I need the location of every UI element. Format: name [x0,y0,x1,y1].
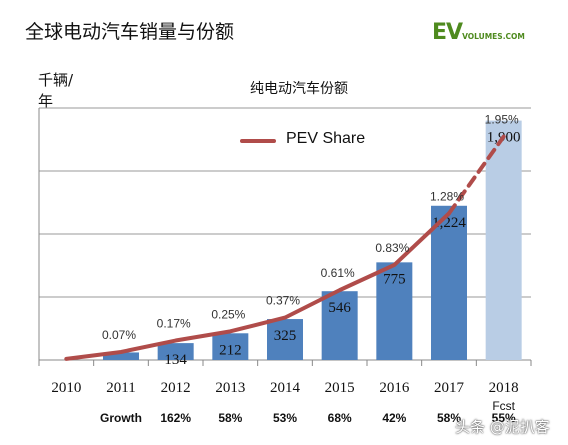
growth-value: 58% [437,411,461,425]
growth-value: 42% [382,411,406,425]
bar-value-label: 325 [274,328,297,344]
growth-value: 68% [328,411,352,425]
legend-label: PEV Share [286,130,366,147]
ev-volumes-logo: EVVOLUMES.COM [432,20,525,45]
bar-2012 [157,343,194,360]
bar-value-label: 546 [328,300,351,316]
share-value-label: 1.95% [485,113,519,127]
x-tick-sublabel: Fcst [492,399,515,413]
share-value-label: 0.25% [211,307,245,321]
share-value-label: 0.83% [375,241,409,255]
share-line [64,211,451,361]
share-value-label: 0.37% [266,294,300,308]
share-value-label: 0.17% [157,317,191,331]
chart-title: 全球电动汽车销量与份额 [25,21,235,43]
legend-line-swatch [240,139,276,143]
share-value-label: 1.28% [430,189,464,203]
share-value-label: 0.07% [102,328,136,342]
x-tick-label: 2013 [215,380,245,396]
growth-row-label: Growth [100,411,142,425]
growth-value: 53% [273,411,297,425]
bar-2018 [485,120,522,360]
x-tick-label: 2012 [161,380,191,396]
growth-value: 162% [160,411,191,425]
share-value-label: 0.61% [321,266,355,280]
bar-2015 [321,291,358,360]
share-line-forecast [447,134,506,216]
bar-2016 [376,262,413,360]
x-tick-label: 2011 [106,380,135,396]
x-tick-label: 2017 [434,380,465,396]
bar-2011 [103,352,139,360]
bar-value-label: 212 [219,342,242,358]
x-tick-label: 2015 [325,380,355,396]
y-axis-unit-label: 千辆/ 年 [38,71,74,110]
share-subtitle: 纯电动汽车份额 [250,81,348,97]
watermark: 头条 @泥扒客 [455,418,550,436]
bar-value-label: 775 [383,271,406,287]
bar-value-label: 134 [164,352,187,368]
bar-2014 [267,319,303,360]
growth-value: 55% [492,411,516,425]
bar-2017 [431,205,467,360]
bar-2013 [212,333,249,360]
x-tick-label: 2016 [379,380,410,396]
growth-value: 58% [218,411,242,425]
x-tick-label: 2018 [489,380,519,396]
x-tick-label: 2010 [51,380,81,396]
x-tick-label: 2014 [270,380,301,396]
